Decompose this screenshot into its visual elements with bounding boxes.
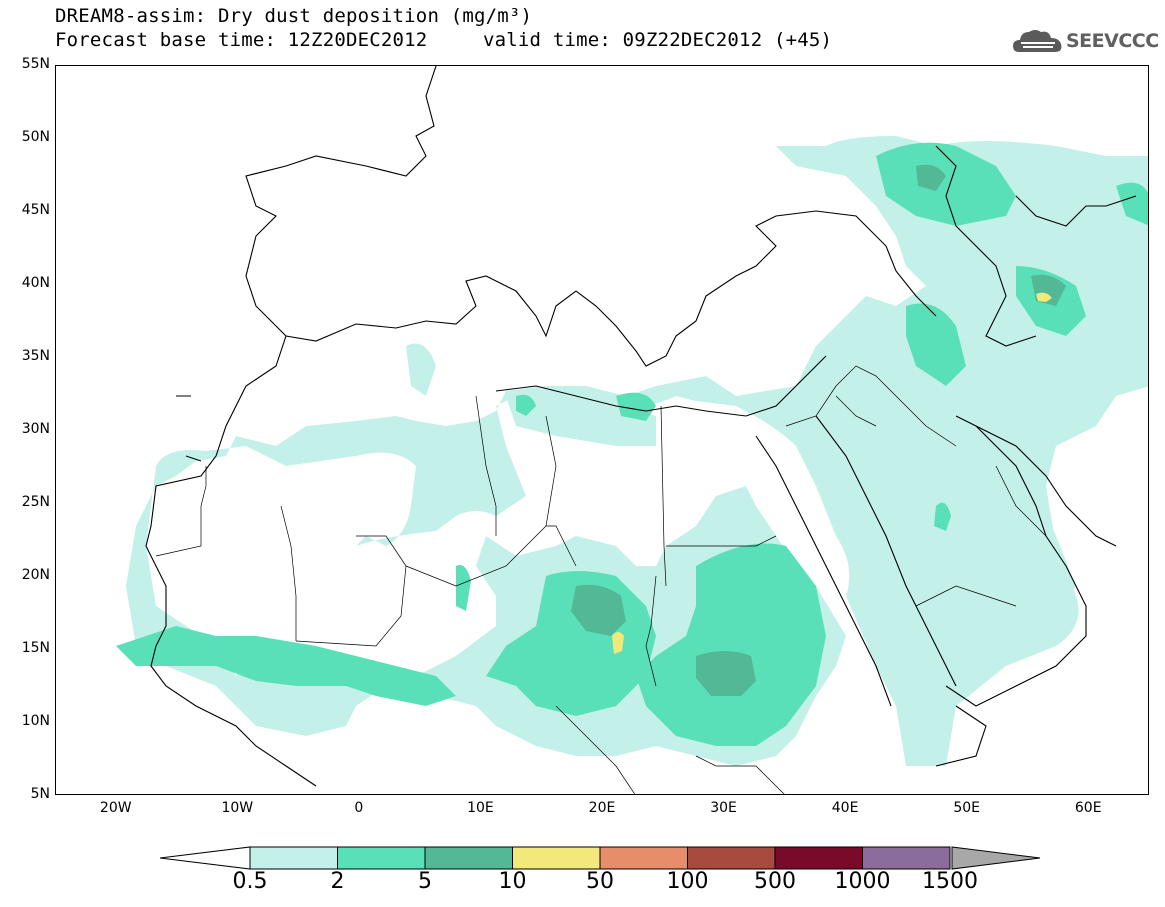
lon-label-30E: 30E [710, 800, 737, 816]
colorbar-right-arrow [951, 846, 1041, 870]
lon-label-40E: 40E [831, 800, 859, 816]
colorbar-segment-4 [599, 846, 688, 870]
colorbar-label-2: 2 [330, 869, 345, 894]
dust-level-10 [612, 292, 1052, 654]
lon-label-50E: 50E [953, 800, 980, 816]
colorbar-label-10: 10 [498, 869, 527, 894]
colorbar-label-50: 50 [586, 869, 614, 894]
colorbar-segment-2 [424, 846, 513, 870]
colorbar [160, 846, 1041, 870]
colorbar-label-500: 500 [754, 869, 796, 894]
map-title: DREAM8-assim: Dry dust deposition (mg/m³… [55, 5, 533, 27]
country-borders [155, 365, 1047, 794]
lat-label-45N: 45N [21, 202, 50, 218]
colorbar-label-100: 100 [666, 869, 709, 894]
colorbar-segment-3 [512, 846, 601, 870]
lon-label-60E: 60E [1074, 800, 1102, 816]
lat-label-30N: 30N [21, 421, 50, 437]
dust-map [116, 66, 1148, 794]
map-area [55, 65, 1149, 795]
seevccc-logo: SEEVCCC [1011, 26, 1159, 56]
cloud-logo-icon [1013, 30, 1062, 52]
lon-label-10E: 10E [467, 800, 494, 816]
colorbar-segment-0 [249, 846, 338, 870]
lat-label-15N: 15N [21, 640, 50, 656]
dust-level-5 [571, 164, 1066, 696]
lon-label-10W: 10W [221, 800, 254, 816]
colorbar-left-arrow [160, 846, 251, 870]
lon-label-20W: 20W [99, 800, 132, 816]
colorbar-label-0.5: 0.5 [232, 869, 268, 894]
lat-label-25N: 25N [21, 494, 50, 510]
lon-label-20E: 20E [588, 800, 616, 816]
logo-text: SEEVCCC [1066, 30, 1159, 52]
colorbar-segment-1 [337, 846, 426, 870]
lat-label-5N: 5N [30, 786, 50, 802]
lat-label-10N: 10N [21, 713, 50, 729]
lat-label-40N: 40N [21, 275, 50, 291]
forecast-time-line: Forecast base time: 12Z20DEC2012 valid ti… [55, 29, 832, 51]
lon-label-0: 0 [354, 800, 364, 816]
colorbar-segment-7 [862, 846, 951, 870]
valid-time: valid time: 09Z22DEC2012 (+45) [483, 29, 833, 51]
colorbar-label-1500: 1500 [922, 869, 978, 894]
coastlines-borders [145, 66, 1137, 787]
lat-label-35N: 35N [21, 348, 50, 364]
colorbar-label-5: 5 [418, 869, 432, 894]
colorbar-segments [249, 846, 951, 870]
lat-label-55N: 55N [21, 56, 50, 72]
forecast-base-time: Forecast base time: 12Z20DEC2012 [55, 29, 428, 51]
colorbar-segment-6 [774, 846, 863, 870]
lat-label-50N: 50N [21, 129, 50, 145]
lat-label-20N: 20N [21, 567, 50, 583]
colorbar-label-1000: 1000 [834, 869, 891, 894]
dust-level-0.5 [126, 136, 1148, 766]
colorbar-segment-5 [687, 846, 776, 870]
